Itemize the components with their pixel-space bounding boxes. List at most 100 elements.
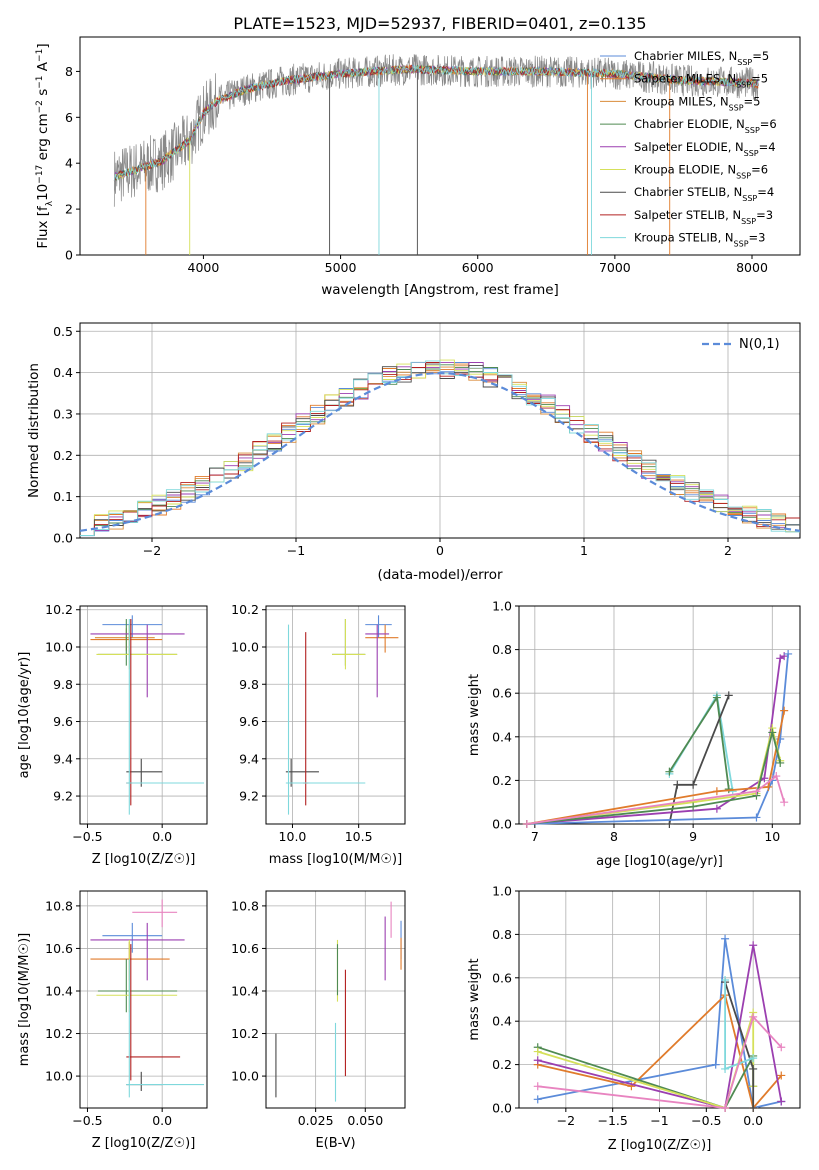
y-tick-label: 10.0 [45, 1069, 73, 1084]
figure-title: PLATE=1523, MJD=52937, FIBERID=0401, z=0… [233, 14, 646, 33]
spectrum-traces [113, 54, 759, 255]
y-tick-label: 1.0 [492, 599, 512, 614]
x-tick-label: 9 [689, 829, 697, 844]
model-spectrum [113, 64, 759, 182]
weight-marker [772, 772, 781, 781]
weight-series [526, 653, 789, 825]
x-tick-label: 1 [580, 543, 588, 558]
legend-tail: =6 [760, 117, 777, 131]
y-tick-label: 0.0 [492, 1101, 512, 1116]
axes-frame [79, 890, 208, 1109]
y-tick-label: 4 [65, 156, 73, 171]
y-axis-sup: −17 [35, 165, 45, 184]
y-tick-label: 10.2 [45, 602, 73, 617]
weight-marker [749, 1064, 758, 1073]
y-axis-unit: 10 [35, 184, 51, 201]
y-tick-label: 10.0 [231, 639, 259, 654]
x-axis-label: Z [log10(Z/Z☉)] [92, 852, 196, 867]
x-tick-label: 0.0 [152, 1113, 172, 1128]
x-tick-label: 0.0 [743, 1113, 763, 1128]
x-axis-label: Z [log10(Z/Z☉)] [608, 1138, 712, 1153]
x-axis-label: E(B-V) [315, 1136, 355, 1151]
y-tick-label: 0 [65, 248, 73, 263]
y-tick-label: 10.2 [45, 1026, 73, 1041]
y-tick-label: 0.6 [492, 686, 512, 701]
mass_vs_Z-panel: −0.5 0.0 10.0 10.2 10.4 10.6 10.8 Z [log10(Z/Z☉… [17, 890, 208, 1151]
weight-marker [721, 1104, 730, 1112]
y-axis-label: mass weight [467, 958, 482, 1040]
weight-marker [724, 691, 733, 700]
y-tick-label: 10.4 [231, 983, 259, 998]
x-tick-label: −1 [650, 1113, 668, 1128]
weight-marker [721, 934, 730, 943]
weight-marker [673, 780, 682, 789]
y-tick-label: 9.4 [239, 751, 259, 766]
y-axis-label: Normed distribution [26, 363, 42, 498]
legend-tail: =3 [756, 208, 773, 222]
y-tick-label: 0.8 [492, 927, 512, 942]
weight-marker [712, 804, 721, 813]
weight-marker [712, 693, 721, 702]
legend-tail: =5 [751, 72, 768, 86]
legend-sub: SSP [745, 126, 760, 135]
y-tick-label: 0.0 [53, 531, 73, 546]
weight-marker [533, 1095, 542, 1104]
y-tick-label: 0.2 [492, 1057, 512, 1072]
y-tick-label: 9.6 [53, 714, 73, 729]
legend-entry: Salpeter ELODIE, NSSP=4 [634, 140, 776, 158]
x-axis-label: mass [log10(M/M☉)] [269, 852, 402, 867]
legend-entry: Chabrier MILES, NSSP=5 [634, 49, 769, 67]
weight-series [526, 655, 785, 825]
y-tick-label: 10.2 [231, 602, 259, 617]
age_vs_mass-panel: 10.0 10.5 9.2 9.4 9.6 9.8 10.0 10.2 mass [log10(… [231, 602, 406, 867]
x-tick-label: −1.5 [597, 1113, 627, 1128]
legend-sub: SSP [744, 148, 759, 157]
weight-series [537, 1015, 782, 1109]
axes-frame [79, 605, 208, 825]
weight-marker [780, 706, 789, 715]
axes-frame [265, 890, 406, 1109]
y-tick-label: 10.8 [231, 898, 259, 913]
legend-sub: SSP [736, 171, 751, 180]
y-axis-unit4: A [35, 61, 51, 75]
y-axis-label: mass [log10(M/M☉)] [17, 933, 32, 1066]
weight-marker [522, 820, 531, 828]
weight-marker [533, 1056, 542, 1065]
weight-marker [764, 782, 773, 791]
x-axis-label: Z [log10(Z/Z☉)] [92, 1136, 196, 1151]
weight-marker [749, 1054, 758, 1063]
weight-marker [752, 813, 761, 822]
y-tick-label: 6 [65, 110, 73, 125]
y-tick-label: 0.4 [492, 729, 512, 744]
y-tick-label: 0.8 [492, 642, 512, 657]
y-tick-label: 0.5 [53, 324, 73, 339]
weight-series [526, 774, 786, 825]
weight-marker [689, 780, 698, 789]
weight-marker [749, 1012, 758, 1021]
legend-entry: Chabrier ELODIE, NSSP=6 [634, 117, 777, 135]
y-tick-label: 10.6 [45, 941, 73, 956]
y-tick-label: 0.2 [492, 773, 512, 788]
weight-marker [777, 1043, 786, 1052]
y-tick-label: 0.3 [53, 406, 73, 421]
weight-marker [749, 941, 758, 950]
axes-frame [265, 605, 406, 825]
legend-sub: SSP [729, 103, 744, 112]
legend-entry: Kroupa ELODIE, NSSP=6 [634, 163, 768, 181]
legend-entry: Kroupa MILES, NSSP=5 [634, 94, 760, 112]
y-axis-label: age [log10(age/yr)] [17, 652, 32, 779]
y-tick-label: 9.6 [239, 714, 259, 729]
x-tick-label: 6000 [462, 260, 494, 275]
weight-marker [533, 1047, 542, 1056]
legend-entry: Salpeter STELIB, NSSP=3 [634, 208, 773, 226]
legend-tail: =5 [752, 49, 769, 63]
legend-entry: Kroupa STELIB, NSSP=3 [634, 231, 765, 249]
y-tick-label: 10.8 [45, 898, 73, 913]
x-tick-label: −2 [143, 543, 161, 558]
x-tick-label: 2 [724, 543, 732, 558]
y-tick-label: 10.0 [45, 639, 73, 654]
y-axis-unit2: erg cm [35, 113, 51, 164]
weight-marker [724, 785, 733, 794]
weight-marker [777, 1071, 786, 1080]
legend-tail: =5 [744, 94, 761, 108]
